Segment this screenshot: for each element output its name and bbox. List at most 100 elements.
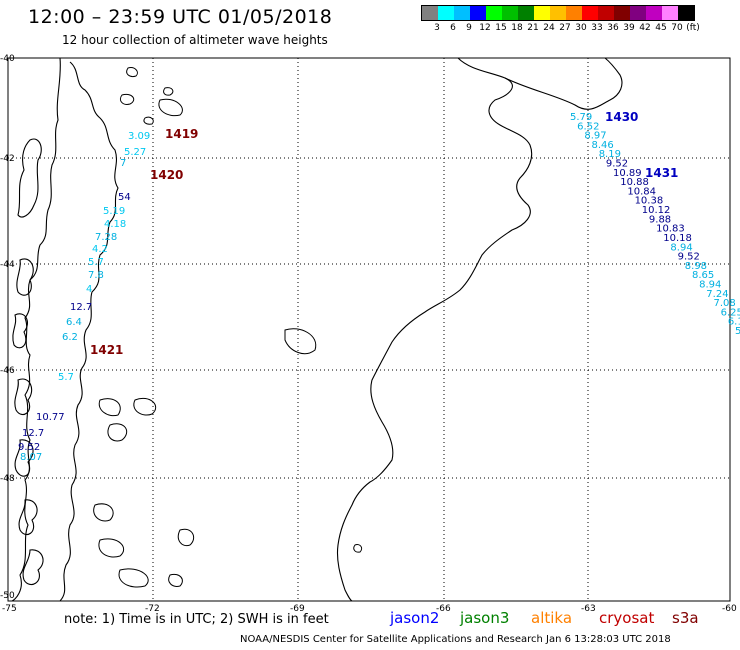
wave-height-label: 8.94 [699, 279, 721, 290]
wave-height-label: 10.77 [36, 412, 65, 423]
track-id-1420: 1420 [150, 168, 183, 182]
wave-height-label: 9.52 [678, 252, 700, 263]
wave-height-label: 7.28 [95, 232, 117, 243]
wave-height-label: 54 [118, 192, 131, 203]
track-id-1431: 1431 [645, 166, 678, 180]
wave-height-label: 10.89 [613, 168, 642, 179]
lat-label-50: -50 [0, 591, 15, 601]
wave-height-label: 4 [86, 284, 92, 295]
argentina-coastline [336, 57, 533, 602]
legend-swatch [518, 6, 534, 20]
wave-height-label: 6.2 [62, 332, 78, 343]
wave-height-label: 6.1 [728, 317, 740, 328]
wave-height-label: 6.52 [577, 121, 599, 132]
legend-label: 27 [559, 23, 571, 33]
legend-swatch [454, 6, 470, 20]
small-island [284, 328, 317, 355]
lon-label-75: -75 [2, 604, 17, 614]
wave-height-label: 7.08 [713, 298, 735, 309]
chile-coastline [11, 57, 119, 602]
legend-label: 39 [623, 23, 635, 33]
legend-label: 21 [527, 23, 539, 33]
wave-height-legend: 3 6 9 12 15 18 21 24 27 30 33 36 39 42 45 70 (ft) [421, 5, 700, 35]
wave-height-label: 5.19 [103, 206, 125, 217]
wave-height-label: 7.8 [88, 270, 104, 281]
lat-label-44: -44 [0, 260, 15, 270]
wave-height-label: 10.83 [656, 224, 685, 235]
legend-swatch [502, 6, 518, 20]
legend-label: 12 [479, 23, 491, 33]
footer-note: note: 1) Time is in UTC; 2) SWH is in fe… [64, 612, 329, 627]
legend-label: 6 [450, 23, 456, 33]
legend-label: 33 [591, 23, 603, 33]
inland-lakes [93, 67, 363, 588]
west-altimeter-track: 3.09 5.277 54 5.19 4.18 7.284.2 5.7 7.8 4 12.7 6.4… [18, 131, 150, 463]
legend-swatch [486, 6, 502, 20]
gulf-coast [504, 57, 623, 110]
east-altimeter-track: 5.796.528.978.468.199.5210.8910.8810.841… [570, 112, 740, 337]
lat-lon-grid [8, 58, 730, 601]
legend-swatches [421, 5, 695, 21]
wave-height-label: 8.46 [592, 140, 614, 151]
lon-label-72: -72 [145, 604, 160, 614]
sat-cryosat: cryosat [599, 609, 655, 627]
wave-height-label: 4.2 [92, 244, 108, 255]
legend-label: 3 [434, 23, 440, 33]
legend-swatch [646, 6, 662, 20]
sat-jason3: jason3 [460, 609, 510, 627]
wave-height-label: 8.98 [685, 261, 707, 272]
sat-jason2: jason2 [390, 609, 440, 627]
sat-altika: altika [531, 609, 573, 627]
wave-height-label: 9.88 [649, 214, 671, 225]
legend-swatch [582, 6, 598, 20]
legend-label: 45 [655, 23, 667, 33]
legend-swatch [550, 6, 566, 20]
wave-height-label: 7 [120, 158, 126, 169]
sat-s3a: s3a [672, 609, 699, 627]
legend-swatch [614, 6, 630, 20]
track-id-1419: 1419 [165, 127, 198, 141]
lon-label-66: -66 [436, 604, 451, 614]
legend-label: 15 [495, 23, 507, 33]
wave-height-label: 4.18 [104, 219, 126, 230]
legend-swatch [470, 6, 486, 20]
track-id-1430: 1430 [605, 110, 638, 124]
credit-line: NOAA/NESDIS Center for Satellite Applica… [240, 634, 671, 645]
wave-height-label: 5.7 [58, 372, 74, 383]
wave-height-label: 12.7 [22, 428, 44, 439]
legend-label: 36 [607, 23, 619, 33]
legend-swatch [438, 6, 454, 20]
wave-height-label: 5.7 [88, 257, 104, 268]
map-title: 12:00 – 23:59 UTC 01/05/2018 [28, 6, 333, 28]
lat-label-42: -42 [0, 154, 15, 164]
wave-height-label: 8.65 [692, 270, 714, 281]
lat-label-46: -46 [0, 366, 15, 376]
lon-label-63: -63 [581, 604, 596, 614]
wave-height-label: 7.24 [706, 289, 728, 300]
wave-height-label: 12.7 [70, 302, 92, 313]
wave-height-label: 5 [735, 326, 740, 337]
legend-label: 9 [466, 23, 472, 33]
wave-height-label: 10.18 [663, 233, 692, 244]
legend-label: 42 [639, 23, 651, 33]
wave-height-label: 5.27 [124, 147, 146, 158]
wave-height-label: 9.52 [606, 159, 628, 170]
legend-swatch [422, 6, 438, 20]
legend-swatch [678, 6, 694, 20]
lon-label-60: -60 [722, 604, 737, 614]
legend-label: 30 [575, 23, 587, 33]
wave-height-label: 9.52 [18, 442, 40, 453]
wave-height-label: 5.79 [570, 112, 592, 123]
lat-label-48: -48 [0, 474, 15, 484]
legend-swatch [566, 6, 582, 20]
legend-swatch [662, 6, 678, 20]
legend-swatch [630, 6, 646, 20]
legend-label: 24 [543, 23, 555, 33]
legend-swatch [598, 6, 614, 20]
wave-height-label: 6.25 [721, 307, 740, 318]
legend-label: (ft) [686, 23, 700, 33]
legend-swatch [534, 6, 550, 20]
map-frame [7, 57, 731, 602]
legend-label: 18 [511, 23, 523, 33]
